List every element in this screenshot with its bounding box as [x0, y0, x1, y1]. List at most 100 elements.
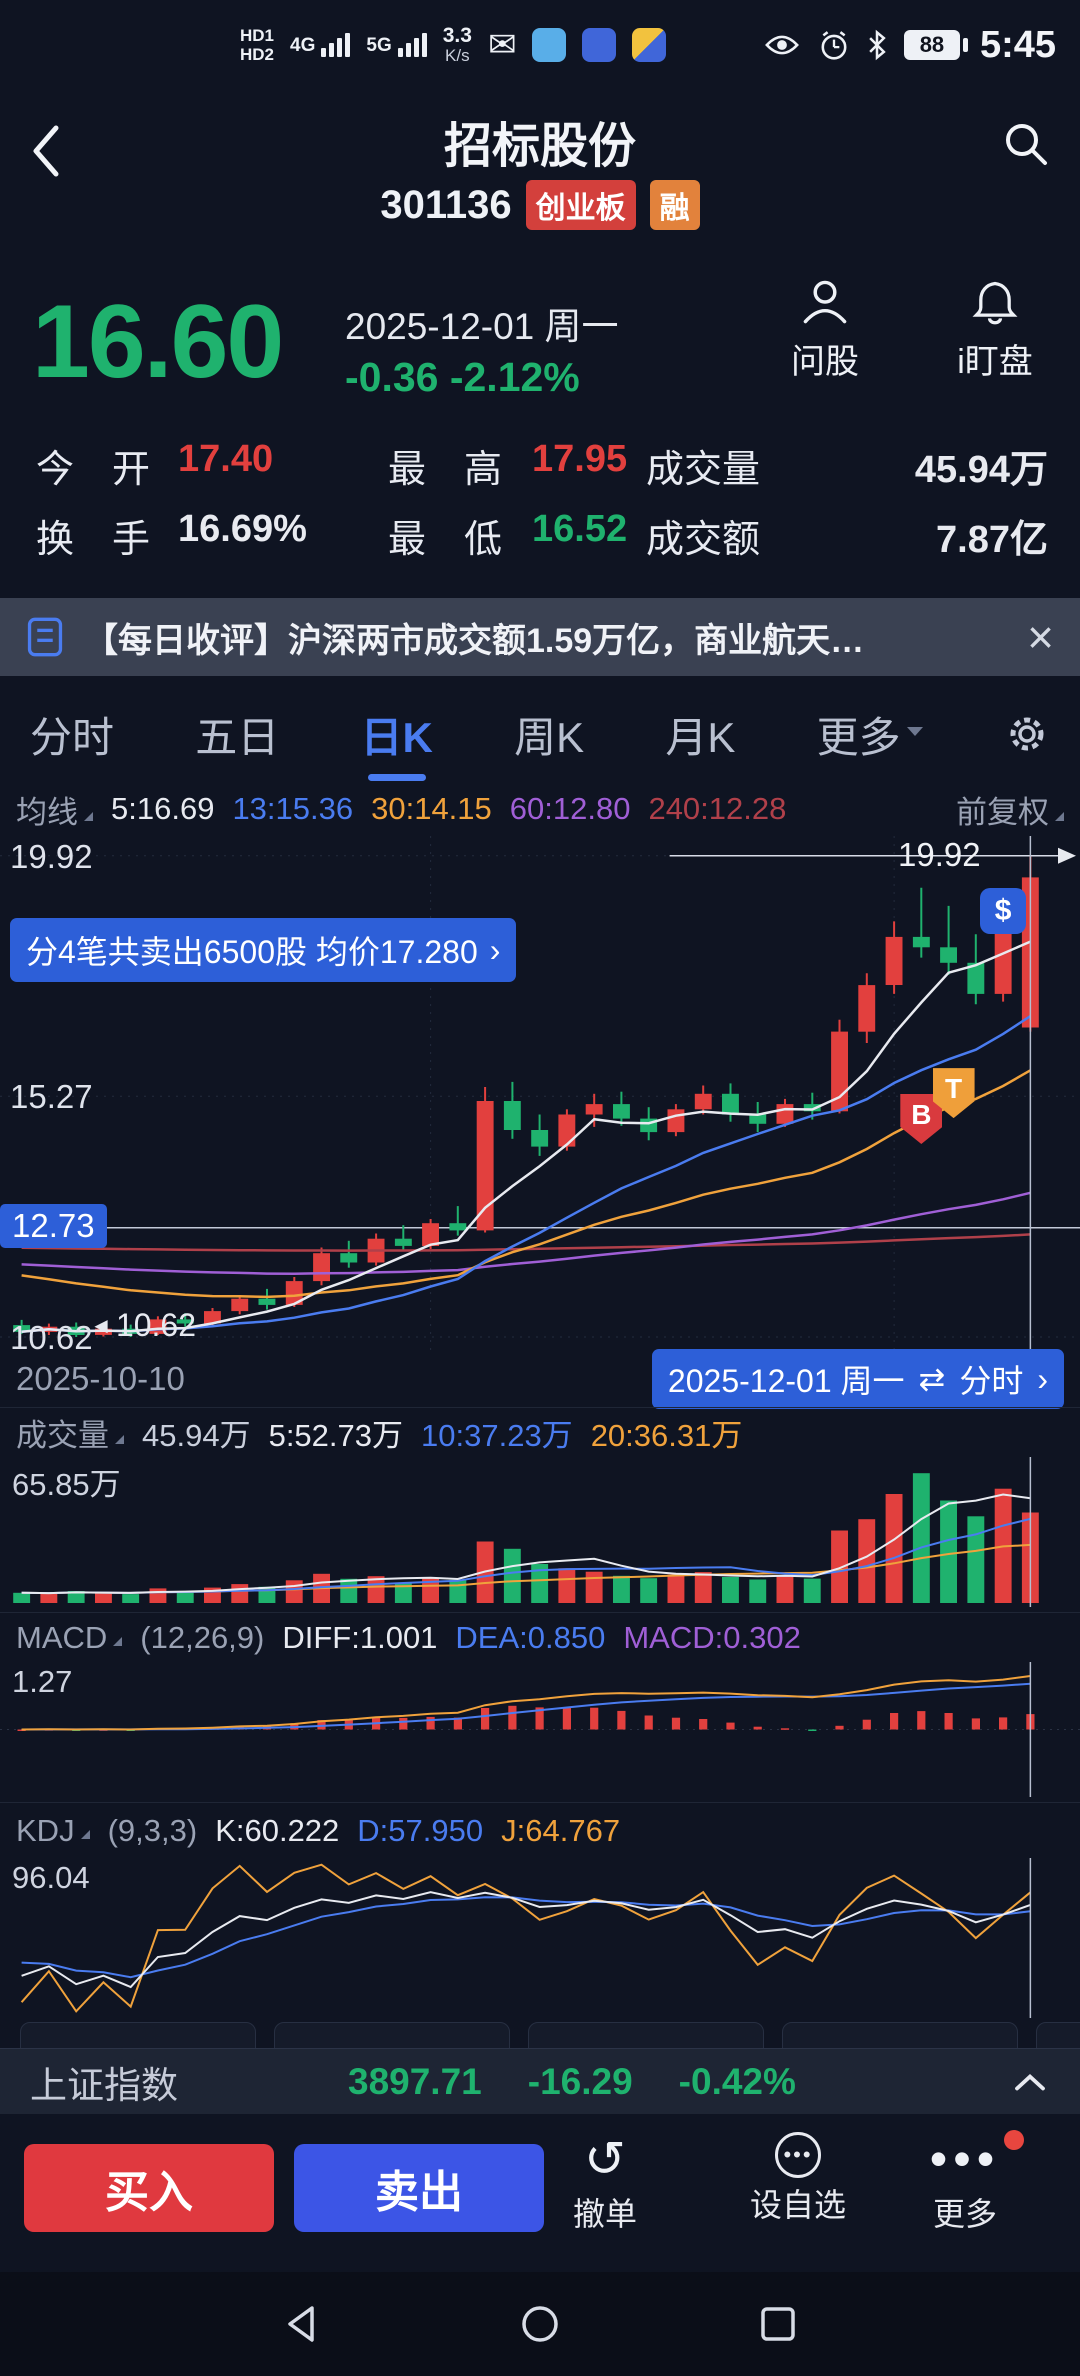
- signal-5g-icon: 5G: [366, 33, 427, 57]
- ma13-value: 13:15.36: [232, 791, 354, 826]
- kdj-k: K:60.222: [215, 1812, 340, 1848]
- hidden-tools-row: [0, 2022, 1080, 2048]
- kdj-chart-panel[interactable]: 96.04: [0, 1858, 1080, 2018]
- tab-daily-k[interactable]: 日K: [361, 704, 433, 765]
- chevron-right-icon: ›: [1037, 1360, 1048, 1397]
- stats-grid: 今 开 17.40 最 高 17.95 成交量 45.94万 换 手 16.69…: [0, 430, 1080, 590]
- macd-indicator-selector[interactable]: MACD: [16, 1620, 123, 1656]
- bluetooth-icon: [869, 29, 886, 61]
- macd-value: MACD:0.302: [623, 1619, 801, 1655]
- x-axis-row: 2025-10-10 2025-12-01 周一 ⇄ 分时 ›: [0, 1349, 1080, 1409]
- ma5-value: 5:16.69: [111, 791, 215, 826]
- swap-icon: ⇄: [918, 1361, 946, 1397]
- stat-value: 17.40: [178, 438, 274, 480]
- close-icon[interactable]: ×: [1027, 611, 1054, 663]
- tool-pill[interactable]: [528, 2022, 764, 2048]
- volume-ma5: 5:52.73万: [268, 1418, 404, 1453]
- y-axis-label: 10.62: [10, 1319, 93, 1357]
- nav-recents-icon[interactable]: [754, 2300, 802, 2348]
- buy-button[interactable]: 买入: [24, 2144, 274, 2232]
- tab-monthly-k[interactable]: 月K: [665, 713, 736, 761]
- sell-button[interactable]: 卖出: [294, 2144, 544, 2232]
- y-axis-label: 19.92: [10, 837, 93, 875]
- tab-more[interactable]: 更多: [817, 704, 923, 765]
- trade-summary-chip[interactable]: 分4笔共卖出6500股 均价17.280 ›: [10, 918, 517, 982]
- stat-value: 16.69%: [178, 508, 307, 550]
- low-price-marker: ◄ 10.62: [90, 1307, 197, 1343]
- tool-pill[interactable]: [20, 2022, 256, 2048]
- index-bar[interactable]: 上证指数 3897.71 -16.29 -0.42%: [0, 2048, 1080, 2114]
- hd-voice-indicator: HD1 HD2: [240, 27, 274, 63]
- nav-back-icon[interactable]: [278, 2300, 326, 2348]
- kdj-d: D:57.950: [357, 1812, 484, 1848]
- arrow-left-icon: ◄: [90, 1312, 112, 1338]
- stat-label: 今 开: [36, 449, 151, 491]
- more-dots-icon: •••: [929, 2131, 1001, 2187]
- tool-pill[interactable]: [274, 2022, 510, 2048]
- tab-weekly-k[interactable]: 周K: [514, 713, 585, 761]
- person-icon: [803, 280, 847, 324]
- quote-section: 16.60 2025-12-01 周一 -0.36 -2.12% 问股 i盯盘: [0, 270, 1080, 430]
- android-nav-bar: [0, 2272, 1080, 2376]
- kdj-indicator-selector[interactable]: KDJ: [16, 1813, 90, 1849]
- collapse-chevron-icon[interactable]: [1010, 2069, 1050, 2095]
- stat-value: 16.52: [532, 508, 628, 550]
- candlestick-chart[interactable]: [0, 836, 1080, 1351]
- news-text: 【每日收评】沪深两市成交额1.59万亿，商业航天…: [84, 621, 865, 660]
- date-minute-chip[interactable]: 2025-12-01 周一 ⇄ 分时 ›: [651, 1349, 1064, 1409]
- stat-value: 7.87亿: [936, 519, 1048, 561]
- app-notification-icon-2: [582, 28, 617, 62]
- ma-legend: 均线 5:16.69 13:15.36 30:14.15 60:12.80 24…: [0, 784, 1080, 834]
- kdj-j: J:64.767: [501, 1812, 621, 1848]
- add-watchlist-button[interactable]: ••• 设自选: [723, 2132, 873, 2226]
- tool-pill[interactable]: [1036, 2022, 1080, 2048]
- tab-minute[interactable]: 分时: [30, 713, 115, 761]
- candlestick-chart-panel[interactable]: 19.92 15.27 10.62 12.73 分4笔共卖出6500股 均价17…: [0, 836, 1080, 1356]
- mail-icon: ✉: [487, 26, 517, 64]
- undo-icon: ↺: [584, 2131, 626, 2187]
- y-axis-label: 15.27: [10, 1078, 93, 1116]
- index-change: -16.29: [527, 2060, 633, 2102]
- signal-4g-icon: 4G: [290, 33, 351, 57]
- kdj-params: (9,3,3): [107, 1812, 198, 1848]
- monitor-button[interactable]: i盯盘: [920, 278, 1070, 383]
- back-button[interactable]: [26, 120, 66, 182]
- dollar-event-marker[interactable]: $: [980, 888, 1027, 935]
- stock-code: 301136: [380, 182, 512, 227]
- header: 招标股份 301136 创业板 融: [0, 90, 1080, 270]
- battery-indicator: 88: [903, 30, 968, 60]
- ma240-value: 240:12.28: [648, 791, 787, 826]
- app-notification-icon-3: [632, 28, 667, 62]
- quote-date: 2025-12-01 周一: [345, 306, 619, 347]
- macd-legend: MACD (12,26,9) DIFF:1.001 DEA:0.850 MACD…: [0, 1612, 1080, 1662]
- bell-icon: [972, 281, 1018, 325]
- period-tabs: 分时 五日 日K 周K 月K 更多: [0, 692, 1080, 776]
- index-pct: -0.42%: [678, 2060, 796, 2102]
- news-ticker[interactable]: 【每日收评】沪深两市成交额1.59万亿，商业航天… ×: [0, 598, 1080, 676]
- stat-label: 最 低: [388, 519, 503, 561]
- volume-indicator-selector[interactable]: 成交量: [16, 1410, 124, 1455]
- ask-stock-button[interactable]: 问股: [750, 278, 900, 383]
- stat-value: 45.94万: [914, 449, 1048, 491]
- search-button[interactable]: [1000, 118, 1052, 170]
- adjust-mode-selector[interactable]: 前复权: [956, 787, 1064, 832]
- cancel-order-button[interactable]: ↺ 撤单: [572, 2131, 637, 2233]
- ma-selector[interactable]: 均线: [16, 787, 93, 832]
- macd-chart-panel[interactable]: 1.27: [0, 1662, 1080, 1797]
- stat-label: 最 高: [388, 449, 503, 491]
- volume-chart-panel[interactable]: 65.85万: [0, 1457, 1080, 1607]
- app-notification-icon-1: [532, 28, 567, 62]
- chevron-right-icon: ›: [489, 931, 501, 968]
- macd-params: (12,26,9): [140, 1619, 265, 1655]
- ma30-value: 30:14.15: [371, 791, 492, 826]
- volume-current: 45.94万: [142, 1418, 251, 1453]
- tab-5day[interactable]: 五日: [195, 713, 280, 761]
- tool-pill[interactable]: [782, 2022, 1018, 2048]
- high-price-label: 19.92: [898, 836, 981, 873]
- macd-dea: DEA:0.850: [455, 1619, 606, 1655]
- more-button[interactable]: ••• 更多: [900, 2130, 1030, 2235]
- chart-settings-gear-icon[interactable]: [1004, 711, 1050, 757]
- cost-price-chip: 12.73: [0, 1203, 107, 1248]
- nav-home-icon[interactable]: [516, 2300, 564, 2348]
- stat-value: 17.95: [532, 438, 628, 480]
